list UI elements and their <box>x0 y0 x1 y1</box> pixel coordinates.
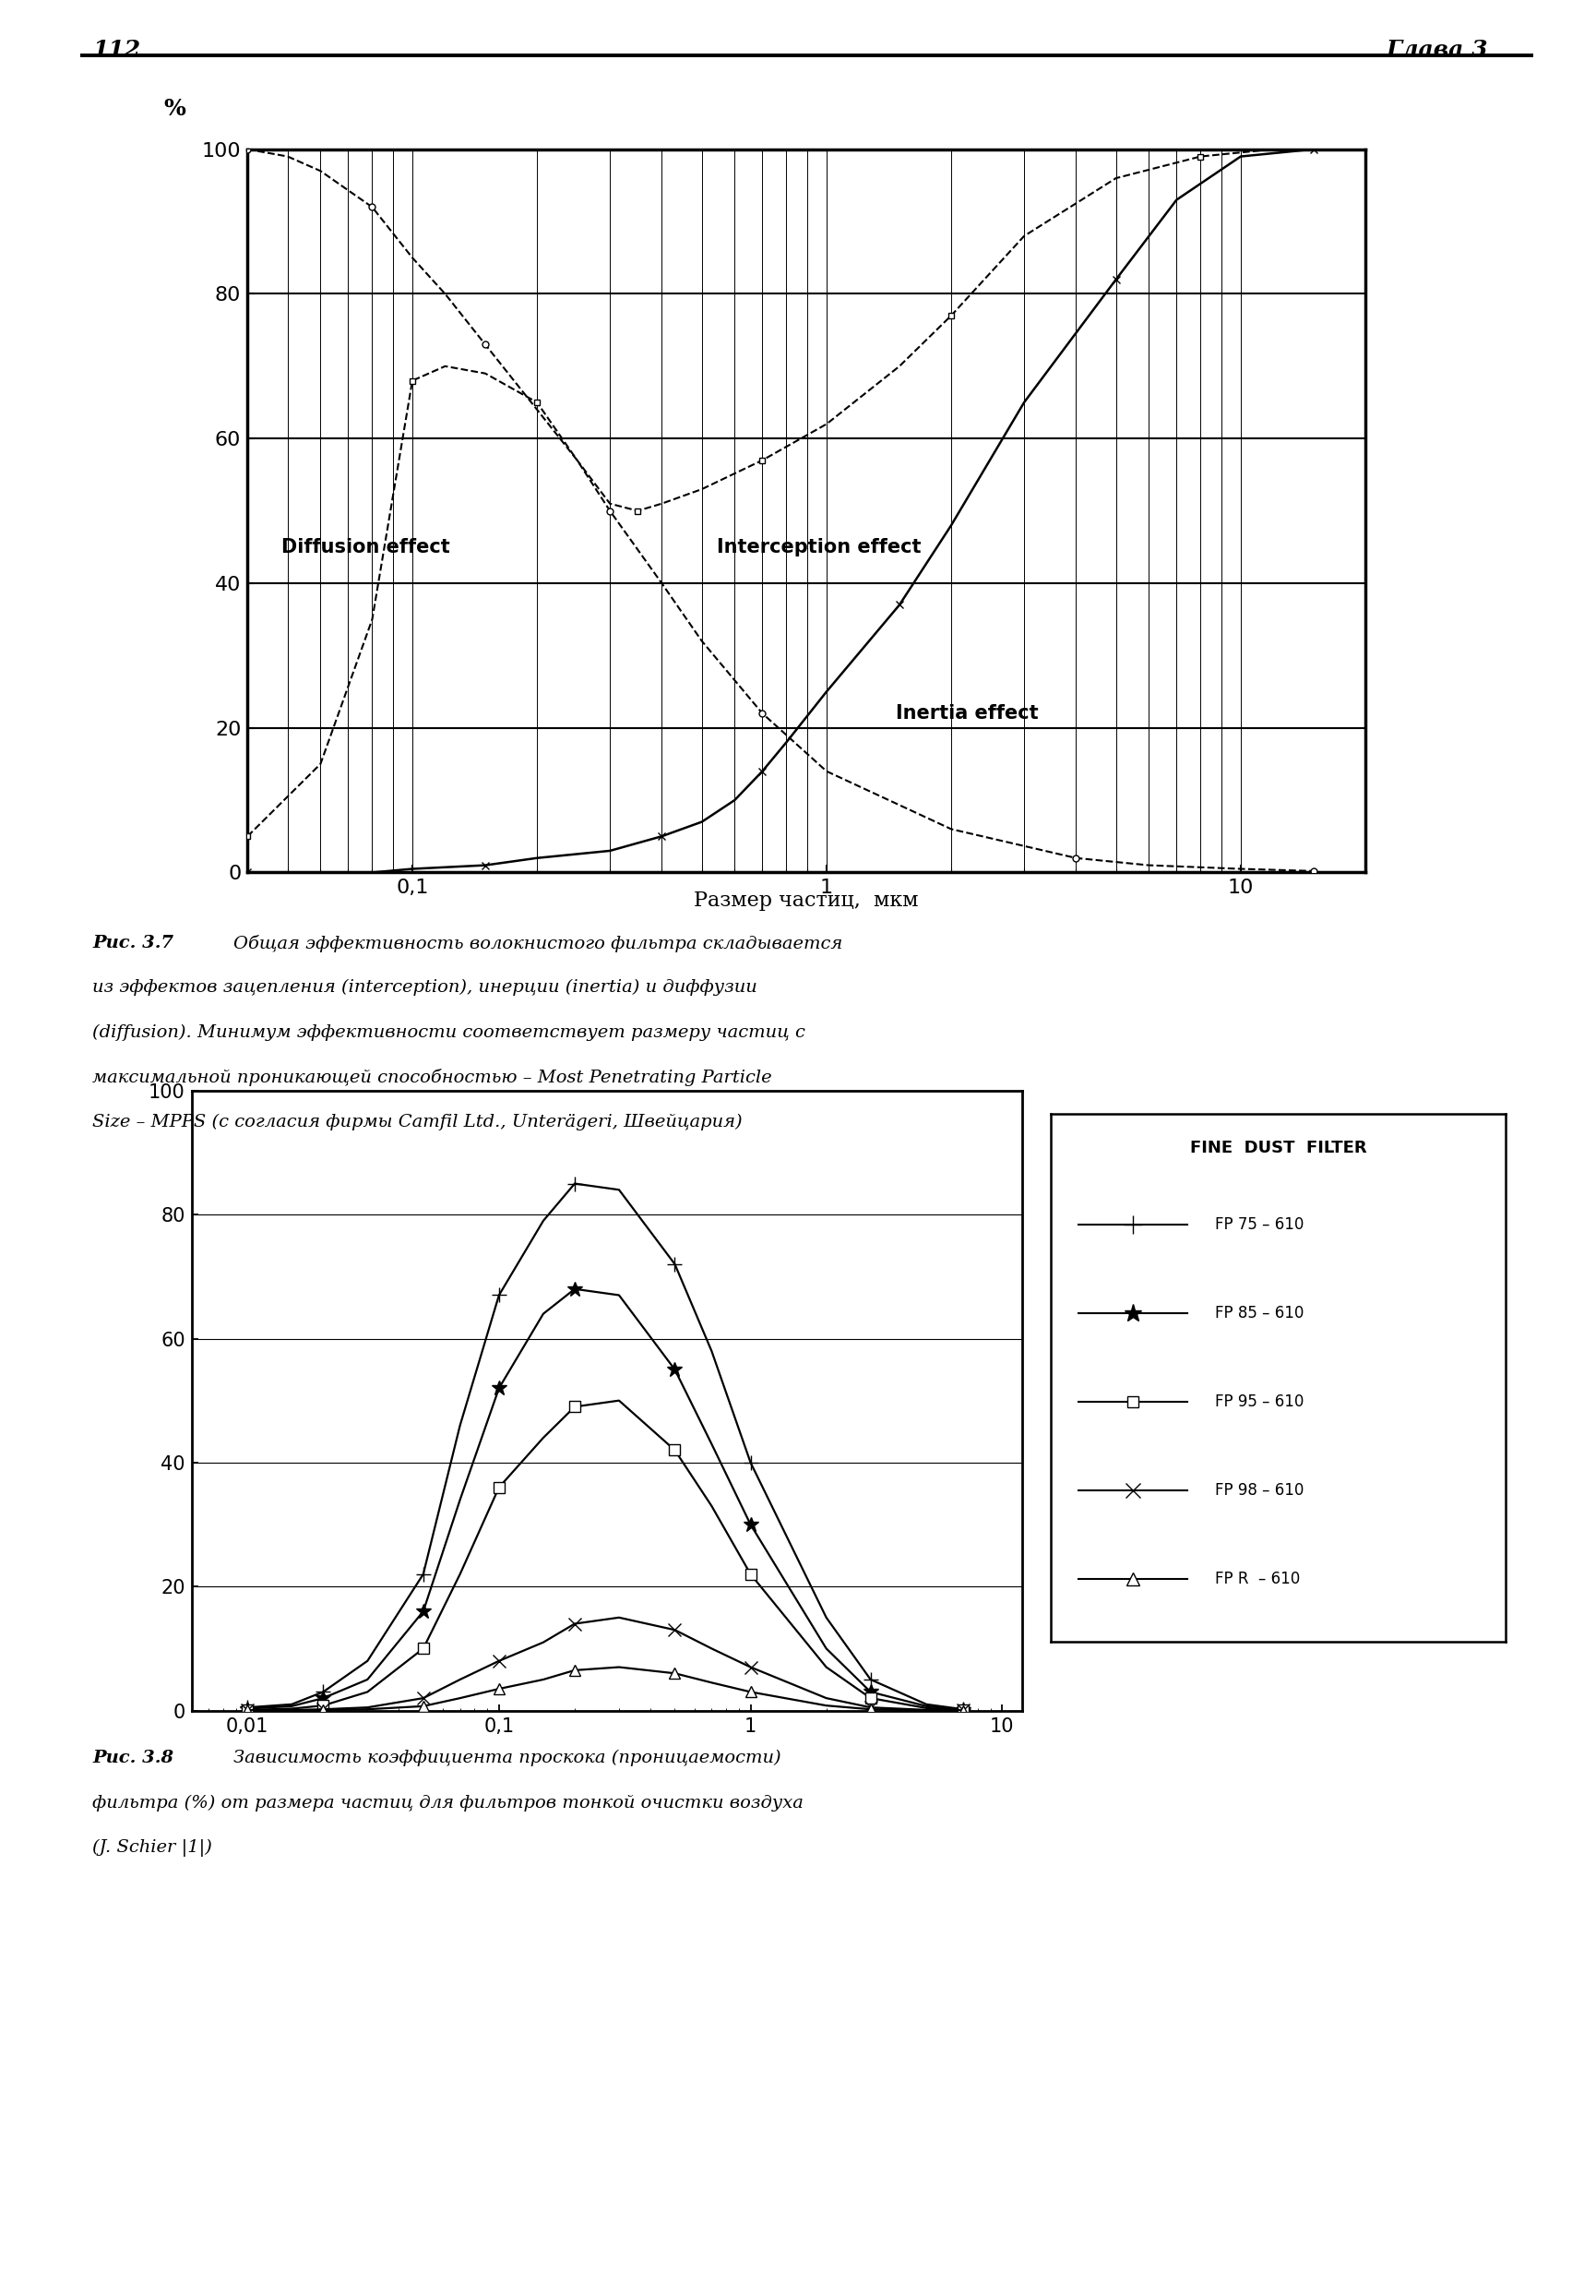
Text: Diffusion effect: Diffusion effect <box>281 537 450 556</box>
Text: Зависимость коэффициента проскока (проницаемости): Зависимость коэффициента проскока (прони… <box>233 1750 780 1766</box>
Text: Глава 3: Глава 3 <box>1385 39 1487 62</box>
Text: FP 75 – 610: FP 75 – 610 <box>1215 1217 1302 1233</box>
Text: Рис. 3.8: Рис. 3.8 <box>93 1750 174 1766</box>
Text: ​Size​ – ​MPPS​ (с согласия фирмы ​Camfil Ltd.​, ​Unterägeri​, Швейцария): ​Size​ – ​MPPS​ (с согласия фирмы ​Camfi… <box>93 1114 742 1130</box>
Text: FP 85 – 610: FP 85 – 610 <box>1215 1304 1302 1322</box>
Text: максимальной проникающей способностью – ​Most Penetrating Particle: максимальной проникающей способностью – … <box>93 1070 772 1086</box>
Text: из эффектов зацепления (​interception​), инерции (​inertia​) и диффузии: из эффектов зацепления (​interception​),… <box>93 978 757 996</box>
Text: FP 95 – 610: FP 95 – 610 <box>1215 1394 1302 1410</box>
Text: FP R  – 610: FP R – 610 <box>1215 1570 1299 1587</box>
Text: Interception effect: Interception effect <box>717 537 921 556</box>
Text: (​diffusion​). Минимум эффективности соответствует размеру частиц с: (​diffusion​). Минимум эффективности соо… <box>93 1024 804 1040</box>
Text: (J. Schier |1|): (J. Schier |1|) <box>93 1839 212 1857</box>
Text: 112: 112 <box>93 39 140 62</box>
Text: фильтра (%) от размера частиц для фильтров тонкой очистки воздуха: фильтра (%) от размера частиц для фильтр… <box>93 1795 803 1812</box>
Text: Inertia effect: Inertia effect <box>895 705 1037 723</box>
Text: Размер частиц,  мкм: Размер частиц, мкм <box>694 891 918 912</box>
Text: FP 98 – 610: FP 98 – 610 <box>1215 1483 1302 1499</box>
Text: FINE  DUST  FILTER: FINE DUST FILTER <box>1189 1141 1366 1157</box>
Text: %: % <box>163 99 185 119</box>
Text: Общая эффективность волокнистого фильтра складывается: Общая эффективность волокнистого фильтра… <box>233 934 841 953</box>
Text: Рис. 3.7: Рис. 3.7 <box>93 934 174 951</box>
